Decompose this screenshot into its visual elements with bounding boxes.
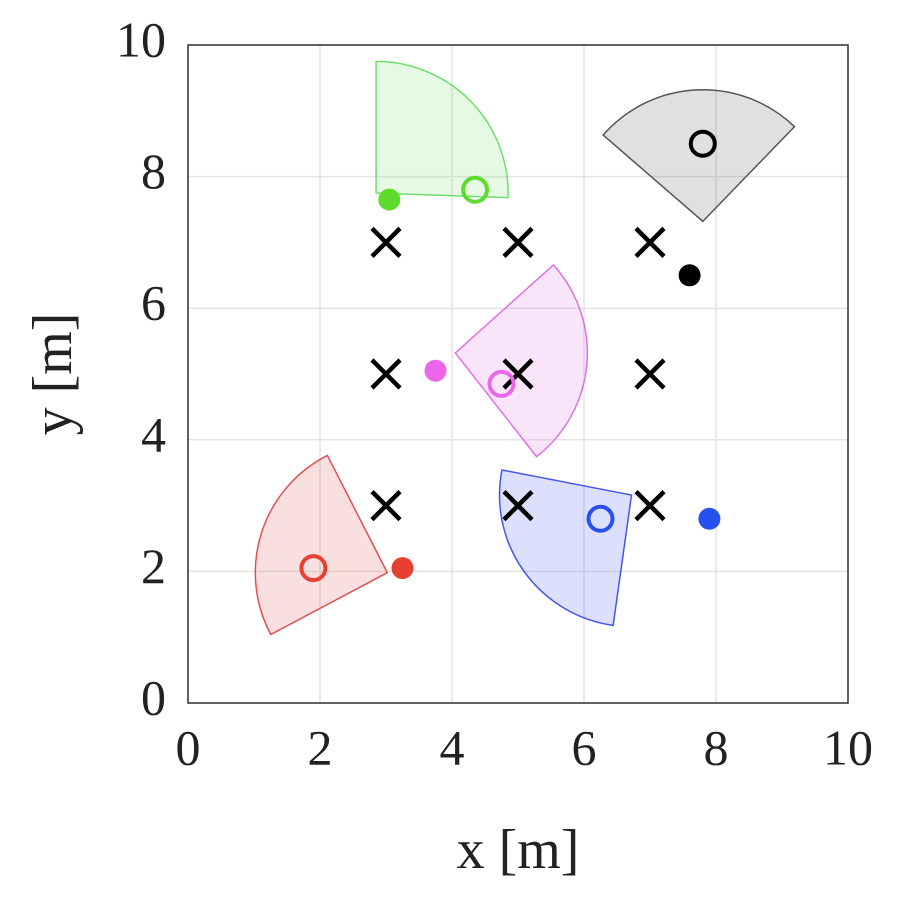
y-axis-label: y [m]: [22, 313, 84, 436]
target-marker: [634, 490, 666, 522]
x-tick-label: 6: [572, 719, 597, 775]
target-marker: [502, 358, 534, 390]
agent-position: [678, 264, 701, 287]
sensor-position: [586, 504, 615, 533]
target-marker: [502, 226, 534, 258]
x-tick-label: 4: [440, 719, 465, 775]
y-tick-label: 2: [141, 538, 166, 594]
y-tick-label: 10: [116, 11, 166, 67]
agent-position: [698, 507, 721, 530]
plot-frame: [187, 44, 849, 704]
sensor-sector: [454, 263, 589, 458]
agent-position: [378, 188, 401, 211]
target-marker: [634, 358, 666, 390]
sensor-position: [461, 175, 490, 204]
agent-position: [391, 557, 414, 580]
target-marker: [502, 490, 534, 522]
sensor-sector: [375, 60, 509, 199]
target-marker: [370, 358, 402, 390]
y-tick-label: 6: [141, 275, 166, 331]
x-tick-label: 2: [308, 719, 333, 775]
sensor-sector: [254, 454, 389, 636]
y-tick-label: 4: [141, 406, 166, 462]
target-marker: [634, 226, 666, 258]
y-tick-label: 0: [141, 669, 166, 725]
sensor-position: [688, 129, 717, 158]
x-tick-label: 10: [823, 719, 873, 775]
x-tick-label: 8: [704, 719, 729, 775]
target-marker: [370, 226, 402, 258]
y-tick-label: 8: [141, 143, 166, 199]
sensor-position: [487, 369, 516, 398]
x-tick-label: 0: [176, 719, 201, 775]
sensor-sector: [498, 469, 633, 627]
agent-position: [424, 359, 447, 382]
x-axis-label: x [m]: [457, 819, 580, 881]
target-marker: [370, 490, 402, 522]
sensor-position: [299, 554, 328, 583]
